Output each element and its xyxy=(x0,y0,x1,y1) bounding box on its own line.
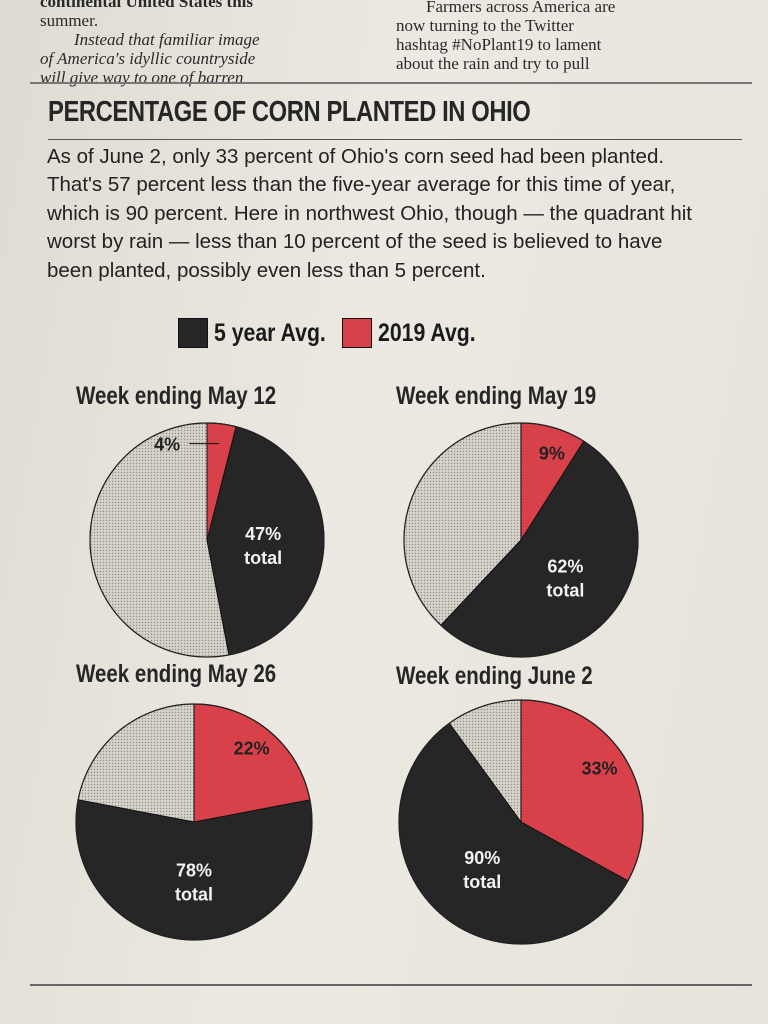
section-divider xyxy=(30,82,752,84)
pie-title-may-26: Week ending May 26 xyxy=(76,660,277,688)
legend-swatch-five-year xyxy=(178,318,208,348)
chart-description: As of June 2, only 33 percent of Ohio's … xyxy=(47,145,692,282)
snippet-line: Instead that familiar image xyxy=(74,30,260,49)
pie-outline-may-26 xyxy=(75,703,313,941)
data-label-2019-may-26: 22% xyxy=(234,738,270,758)
data-label-five-year-total-may-26: total xyxy=(175,885,213,905)
data-label-five-year-value-may-26: 78% xyxy=(176,861,212,881)
data-label-2019-may-12: 4% xyxy=(154,435,180,455)
pie-outline-june-2 xyxy=(398,699,644,945)
snippet-line: summer. xyxy=(40,11,99,30)
pie-title-may-12: Week ending May 12 xyxy=(76,382,277,410)
legend: 5 year Avg. 2019 Avg. xyxy=(178,318,498,348)
pie-title-june-2: Week ending June 2 xyxy=(396,662,593,690)
data-label-five-year-total-may-12: total xyxy=(244,548,282,568)
title-underline xyxy=(48,139,742,140)
legend-item-2019: 2019 Avg. xyxy=(341,318,493,348)
data-label-2019-june-2: 33% xyxy=(581,759,617,779)
pie-outline-may-19 xyxy=(403,422,639,658)
snippet-line: about the rain and try to pull xyxy=(396,54,590,73)
data-label-five-year-value-may-19: 62% xyxy=(547,556,583,576)
data-label-five-year-total-june-2: total xyxy=(463,872,501,892)
legend-item-five-year: 5 year Avg. xyxy=(178,318,346,348)
snippet-line: hashtag #NoPlant19 to lament xyxy=(396,35,602,54)
data-label-five-year-total-may-19: total xyxy=(546,580,584,600)
article-snippet-right: Farmers across America are now turning t… xyxy=(396,0,746,73)
data-label-five-year-value-june-2: 90% xyxy=(464,848,500,868)
pie-outline-may-12 xyxy=(89,422,325,658)
legend-swatch-2019 xyxy=(341,318,372,348)
chart-title: PERCENTAGE OF CORN PLANTED IN OHIO xyxy=(48,96,531,128)
data-label-2019-may-19: 9% xyxy=(539,443,565,463)
data-label-five-year-value-may-12: 47% xyxy=(245,524,281,544)
bottom-divider xyxy=(30,984,752,986)
snippet-line: now turning to the Twitter xyxy=(396,16,574,35)
legend-label-five-year: 5 year Avg. xyxy=(214,318,326,347)
snippet-line: of America's idyllic countryside xyxy=(40,49,256,68)
snippet-line: continental United States this xyxy=(40,0,253,11)
pie-title-may-19: Week ending May 19 xyxy=(396,382,597,410)
snippet-line: Farmers across America are xyxy=(426,0,616,16)
legend-label-2019: 2019 Avg. xyxy=(377,318,476,347)
